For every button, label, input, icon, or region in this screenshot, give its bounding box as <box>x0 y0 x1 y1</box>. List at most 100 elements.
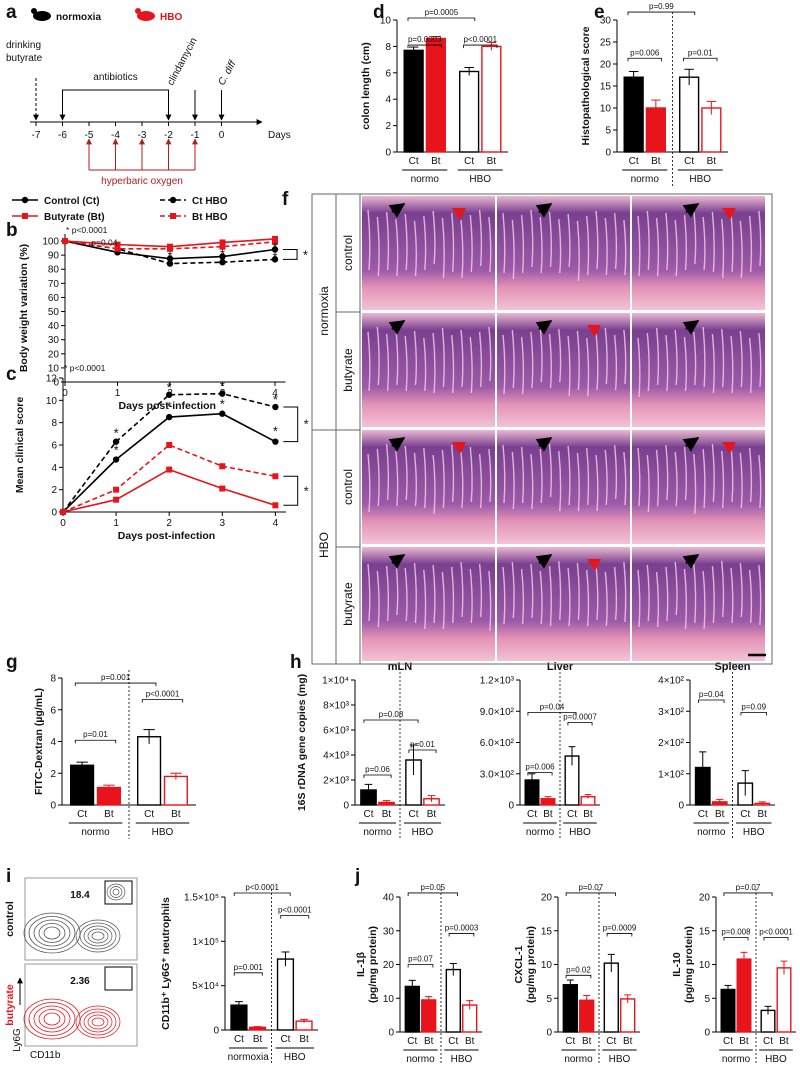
crypt <box>488 216 492 273</box>
crypt <box>404 567 408 622</box>
crypt <box>376 448 380 507</box>
crypt <box>613 212 618 270</box>
p-value: p=0.01 <box>688 48 713 57</box>
y-tick-label: 1×10² <box>658 769 685 780</box>
group-label: HBO <box>569 827 591 838</box>
arrow-icon <box>682 436 700 452</box>
bar <box>620 998 636 1033</box>
group-label: normo <box>564 1054 593 1065</box>
crypt <box>539 216 543 274</box>
contour <box>87 928 109 944</box>
condition-label: normoxia <box>317 286 331 336</box>
day-label: -5 <box>85 130 94 141</box>
contour <box>33 1005 71 1033</box>
group-label: HBO <box>284 1052 306 1063</box>
legend-marker <box>169 196 177 204</box>
crypt <box>469 568 473 624</box>
x-tick-label: Bt <box>651 156 661 167</box>
group-label: normo <box>722 1054 751 1065</box>
y-axis-label: (pg/mg protein) <box>683 926 695 1003</box>
annotation: * <box>220 247 225 262</box>
p-value: p=0.01 <box>83 730 108 739</box>
p-bracket <box>74 739 117 744</box>
annotation: * <box>304 484 309 499</box>
panel-label: b <box>6 220 18 241</box>
crypt <box>637 447 641 507</box>
y-tick-label: 1×10⁴ <box>322 676 349 687</box>
crypt <box>558 328 562 383</box>
p-bracket <box>527 772 553 776</box>
y-tick-label: 10 <box>380 16 392 27</box>
crypt <box>432 210 436 265</box>
p-value: p=0.07 <box>736 883 761 892</box>
x-tick-label: 0 <box>62 388 68 399</box>
p-value: p=0.04 <box>540 703 565 712</box>
crypt <box>604 217 608 276</box>
annotation: * <box>167 248 172 263</box>
arrowhead-icon <box>452 442 466 454</box>
crypt <box>558 450 562 512</box>
crypt <box>683 446 687 501</box>
bar <box>421 999 437 1033</box>
panel-label: e <box>594 2 605 23</box>
group-label: HBO <box>765 1054 787 1065</box>
x-tick-label: Ct <box>407 1036 417 1047</box>
day-label: -4 <box>111 130 120 141</box>
legend-label: normoxia <box>56 12 101 23</box>
crypt <box>539 448 543 504</box>
crypt <box>604 327 608 385</box>
y-tick-label: 0 <box>343 801 349 812</box>
marker <box>272 238 278 245</box>
crypt <box>693 453 697 515</box>
mouse-icon <box>135 8 141 14</box>
bar <box>623 76 644 153</box>
crypt <box>674 219 678 277</box>
group-label: HBO <box>609 1054 631 1065</box>
annotation: p=0.04 <box>91 238 118 248</box>
group-label: HBO <box>689 174 711 185</box>
p-value: p=0.008 <box>721 928 751 937</box>
hbo-label: hyperbaric oxygen <box>101 176 183 187</box>
p-bracket <box>74 682 157 687</box>
group-label: HBO <box>152 827 174 838</box>
y-tick-label: 60 <box>48 293 60 304</box>
y-tick-label: 0 <box>678 801 684 812</box>
crypt <box>665 334 669 392</box>
crypt <box>576 330 580 391</box>
p-bracket <box>363 719 419 723</box>
bar <box>562 984 578 1033</box>
y-axis-label: CD11b⁺ Ly6G⁺ neutrophils <box>160 897 172 1030</box>
crypt <box>520 446 525 504</box>
crypt <box>460 219 464 279</box>
p-value: p<0.0001 <box>245 883 279 892</box>
marker <box>166 466 173 473</box>
x-tick-label: Ct <box>527 809 537 820</box>
marker <box>114 245 121 252</box>
x-tick-label: Bt <box>431 156 441 167</box>
p-bracket <box>280 915 310 919</box>
bar <box>720 988 736 1033</box>
p-value: p=0.0005 <box>425 8 459 17</box>
p-bracket <box>407 44 442 49</box>
bracket <box>282 249 298 260</box>
y-axis-label: 16S rDNA gene copies (mg) <box>296 674 308 811</box>
crypt <box>721 560 725 618</box>
bar <box>459 70 480 153</box>
y-tick-label: 10 <box>541 960 553 971</box>
bar <box>230 1004 248 1031</box>
annotation: * <box>114 426 119 441</box>
gate <box>104 880 133 905</box>
crypt <box>623 329 627 385</box>
y-tick-label: 20 <box>600 60 612 71</box>
y-tick-label: 2×10³ <box>323 776 350 787</box>
marker <box>272 403 279 411</box>
y-axis-label: colon length (cm) <box>360 42 372 130</box>
y-tick-label: 0 <box>213 1026 219 1037</box>
crypt <box>674 329 678 386</box>
annotation: * <box>272 240 277 255</box>
crypt <box>558 560 562 621</box>
y-tick-label: 40 <box>383 893 395 904</box>
p-value: p=0.001 <box>101 673 131 682</box>
group-label: HBO <box>743 827 765 838</box>
y-tick-label: 1.5×10⁵ <box>184 893 219 904</box>
